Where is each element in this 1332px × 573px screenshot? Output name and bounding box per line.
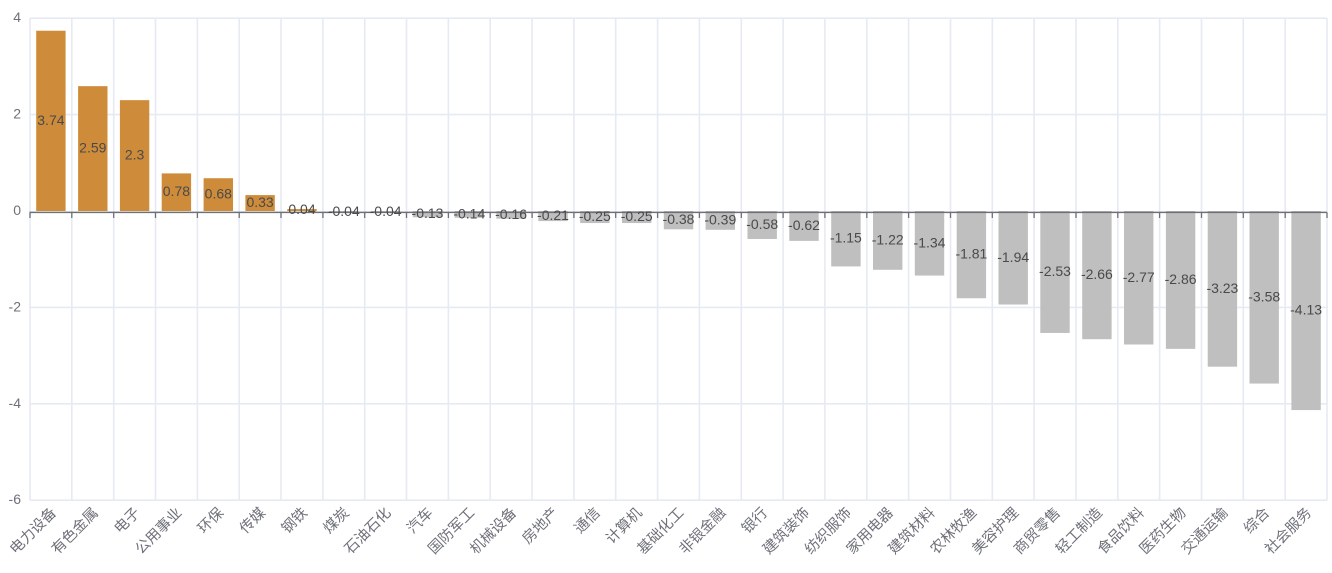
svg-text:-0.38: -0.38 [663, 211, 695, 227]
svg-text:0.33: 0.33 [246, 194, 273, 210]
svg-text:-1.34: -1.34 [914, 234, 946, 250]
svg-text:-0.62: -0.62 [788, 217, 820, 233]
svg-text:-3.58: -3.58 [1248, 288, 1280, 304]
svg-text:2.3: 2.3 [125, 147, 145, 163]
svg-text:-1.22: -1.22 [872, 231, 904, 247]
svg-text:0.78: 0.78 [163, 183, 190, 199]
svg-text:2.59: 2.59 [79, 140, 106, 156]
svg-text:-2: -2 [9, 298, 22, 314]
svg-text:-0.04: -0.04 [370, 203, 402, 219]
svg-text:-3.23: -3.23 [1206, 280, 1238, 296]
svg-text:-0.25: -0.25 [579, 208, 611, 224]
svg-text:-0.25: -0.25 [621, 208, 653, 224]
svg-text:-1.94: -1.94 [997, 249, 1029, 265]
svg-text:-0.58: -0.58 [746, 216, 778, 232]
svg-text:-0.04: -0.04 [328, 203, 360, 219]
svg-text:-2.53: -2.53 [1039, 263, 1071, 279]
svg-text:-0.21: -0.21 [537, 207, 569, 223]
svg-text:-0.16: -0.16 [495, 206, 527, 222]
svg-text:-4: -4 [9, 395, 22, 411]
svg-text:-1.81: -1.81 [955, 246, 987, 262]
svg-text:-4.13: -4.13 [1290, 302, 1322, 318]
svg-text:-2.86: -2.86 [1165, 271, 1197, 287]
svg-text:-0.14: -0.14 [453, 205, 485, 221]
svg-text:-6: -6 [9, 491, 22, 507]
svg-text:-2.77: -2.77 [1123, 269, 1155, 285]
svg-text:-1.15: -1.15 [830, 230, 862, 246]
svg-text:-0.13: -0.13 [412, 205, 444, 221]
svg-text:4: 4 [13, 9, 21, 25]
svg-text:3.74: 3.74 [37, 112, 64, 128]
svg-text:0.04: 0.04 [288, 201, 315, 217]
svg-text:2: 2 [13, 106, 21, 122]
svg-text:-0.39: -0.39 [704, 211, 736, 227]
svg-text:0.68: 0.68 [205, 186, 232, 202]
svg-text:0: 0 [13, 202, 21, 218]
svg-text:-2.66: -2.66 [1081, 266, 1113, 282]
